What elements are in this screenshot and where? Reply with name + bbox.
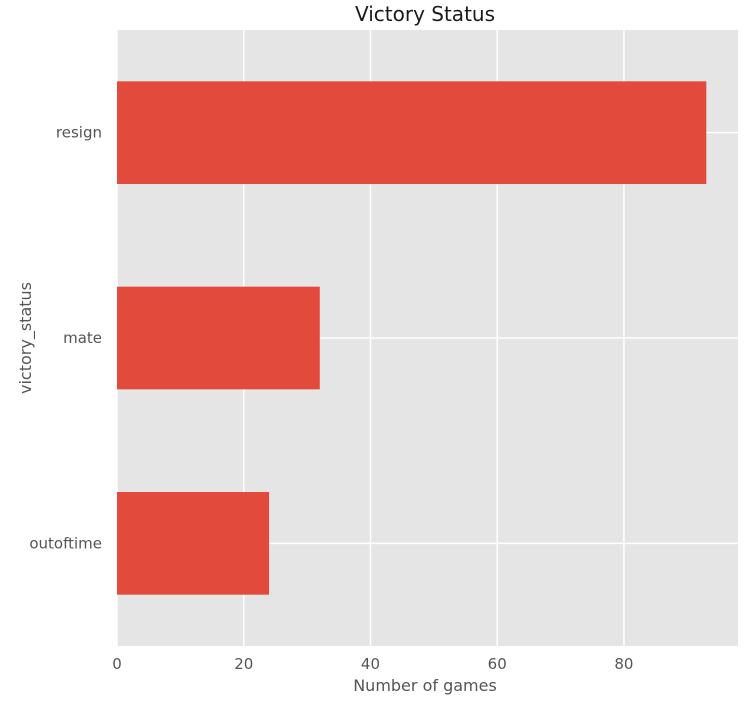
bar-outoftime xyxy=(117,492,270,595)
bars-group xyxy=(117,81,707,595)
x-tick-label: 40 xyxy=(361,655,380,673)
chart-title: Victory Status xyxy=(355,2,495,26)
x-tick-label: 0 xyxy=(112,655,122,673)
y-tick-label: mate xyxy=(63,329,102,347)
x-tick-labels: 0 20 40 60 80 xyxy=(112,655,633,673)
x-axis-label: Number of games xyxy=(353,676,497,695)
y-tick-labels: outoftime mate resign xyxy=(29,124,102,553)
x-tick-label: 20 xyxy=(234,655,253,673)
x-tick-label: 60 xyxy=(488,655,507,673)
y-tick-label: resign xyxy=(56,124,102,142)
y-axis-label: victory_status xyxy=(16,282,36,394)
x-tick-label: 80 xyxy=(614,655,633,673)
bar-mate xyxy=(117,286,320,390)
y-tick-label: outoftime xyxy=(29,534,102,552)
bar-resign xyxy=(117,81,707,184)
